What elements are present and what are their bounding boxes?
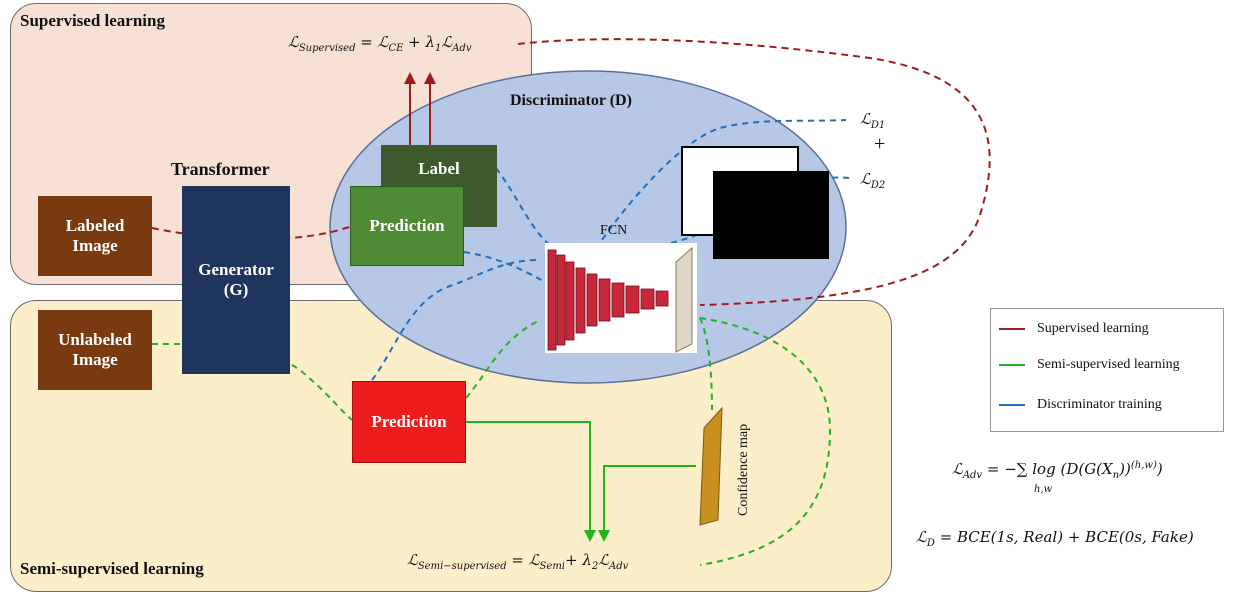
fcn-label: FCN: [600, 223, 628, 238]
supervised-path-loop: [517, 38, 991, 306]
prediction-top-box: Prediction: [350, 186, 464, 266]
legend-item-supervised: Supervised learning: [999, 321, 1149, 337]
prediction-bottom-text: Prediction: [371, 412, 447, 432]
plus-sign: +: [874, 133, 886, 155]
semi-path-fcn-to-confidence: [699, 317, 713, 411]
legend-swatch-semi-supervised: [999, 364, 1025, 366]
legend: Supervised learning Semi-supervised lear…: [990, 308, 1224, 432]
disc-path-bottom-prediction: [371, 259, 541, 381]
label-box-text: Label: [418, 159, 460, 178]
legend-item-semi-supervised: Semi-supervised learning: [999, 357, 1180, 373]
supervised-arrowhead-1: [404, 72, 416, 84]
legend-swatch-discriminator: [999, 404, 1025, 406]
supervised-arrowhead-2: [424, 72, 436, 84]
fcn-network-layers: [547, 246, 693, 353]
prediction-bottom-box: Prediction: [352, 381, 466, 463]
fake-map-black: [713, 171, 829, 259]
unlabeled-image-label: Unlabeled Image: [58, 330, 132, 369]
unlabeled-image-box: Unlabeled Image: [38, 310, 152, 390]
loss-d2-formula: ℒD2: [860, 170, 886, 191]
prediction-top-text: Prediction: [369, 216, 445, 236]
loss-adv-formula: ℒAdv = −∑ log (D(G(Xn))(h,w)): [952, 460, 1163, 481]
confidence-map-slab: [699, 406, 723, 526]
labeled-image-label: Labeled Image: [65, 216, 125, 255]
supervised-region-label: Supervised learning: [20, 11, 165, 30]
transformer-label: Transformer: [171, 159, 270, 179]
semi-arrow-prediction: [466, 421, 591, 532]
confidence-map-label: Confidence map: [736, 423, 751, 516]
semi-arrowhead-2: [598, 530, 610, 542]
loss-supervised-formula: ℒSupervised = ℒCE + λ1ℒAdv: [288, 33, 472, 54]
loss-d1-formula: ℒD1: [860, 110, 886, 131]
generator-label: Generator: [198, 260, 274, 280]
disc-path-to-d1: [589, 119, 847, 259]
semi-supervised-region-label: Semi-supervised learning: [20, 559, 204, 578]
semi-path-loop: [699, 317, 832, 566]
labeled-image-box: Labeled Image: [38, 196, 152, 276]
loss-adv-sum-index: h,w: [1034, 484, 1053, 495]
semi-path-prediction-to-fcn: [465, 319, 541, 399]
generator-symbol: (G): [223, 280, 249, 299]
loss-d-formula: ℒD = BCE(1s, Real) + BCE(0s, Fake): [916, 528, 1194, 549]
semi-arrowhead-1: [584, 530, 596, 542]
legend-item-discriminator: Discriminator training: [999, 397, 1162, 413]
discriminator-title: Discriminator (D): [510, 92, 632, 109]
semi-arrow-confidence: [603, 465, 696, 532]
generator-box: Generator (G): [182, 186, 290, 374]
loss-semi-supervised-formula: ℒSemi−supervised = ℒSemi+ λ2ℒAdv: [407, 551, 629, 572]
legend-swatch-supervised: [999, 328, 1025, 330]
